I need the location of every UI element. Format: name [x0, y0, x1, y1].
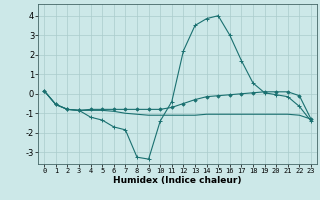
X-axis label: Humidex (Indice chaleur): Humidex (Indice chaleur) — [113, 176, 242, 185]
